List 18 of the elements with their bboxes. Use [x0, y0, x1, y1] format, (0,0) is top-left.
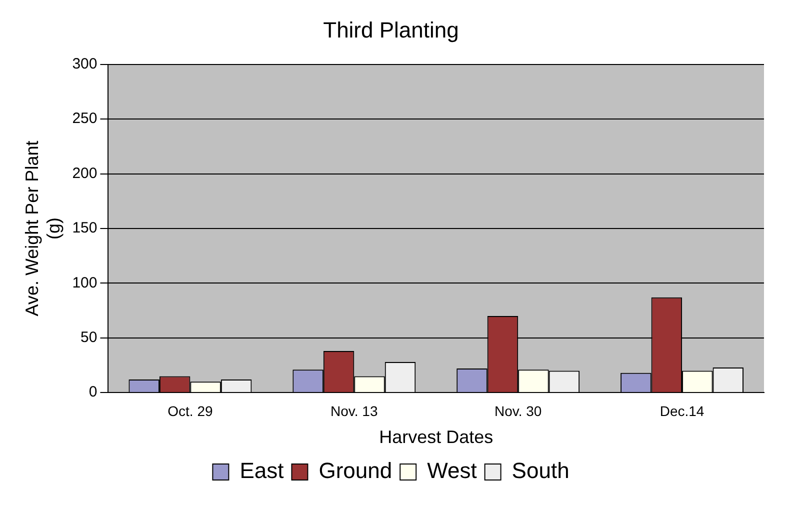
x-axis-title: Harvest Dates	[379, 427, 494, 448]
y-tick-label: 150	[72, 220, 98, 237]
y-tick-label: 0	[88, 384, 98, 401]
y-tick-label: 200	[72, 164, 98, 182]
chart-title: Third Planting	[323, 17, 459, 42]
x-tick-label: Nov. 30	[494, 402, 542, 419]
x-tick-label: Nov. 13	[330, 402, 378, 419]
legend-label: South	[512, 458, 570, 484]
x-tick-label: Dec.14	[660, 402, 704, 419]
y-tick-label: 100	[72, 274, 98, 292]
y-tick-label: 300	[72, 56, 98, 73]
y-tick-label: 50	[80, 329, 98, 346]
legend-label: East	[240, 458, 284, 484]
y-axis-title: Ave. Weight Per Plant (g)	[22, 140, 64, 316]
legend-label: West	[427, 458, 477, 484]
x-tick-label: Oct. 29	[168, 402, 213, 419]
y-tick-label: 250	[72, 110, 98, 128]
legend-label: Ground	[318, 458, 392, 484]
